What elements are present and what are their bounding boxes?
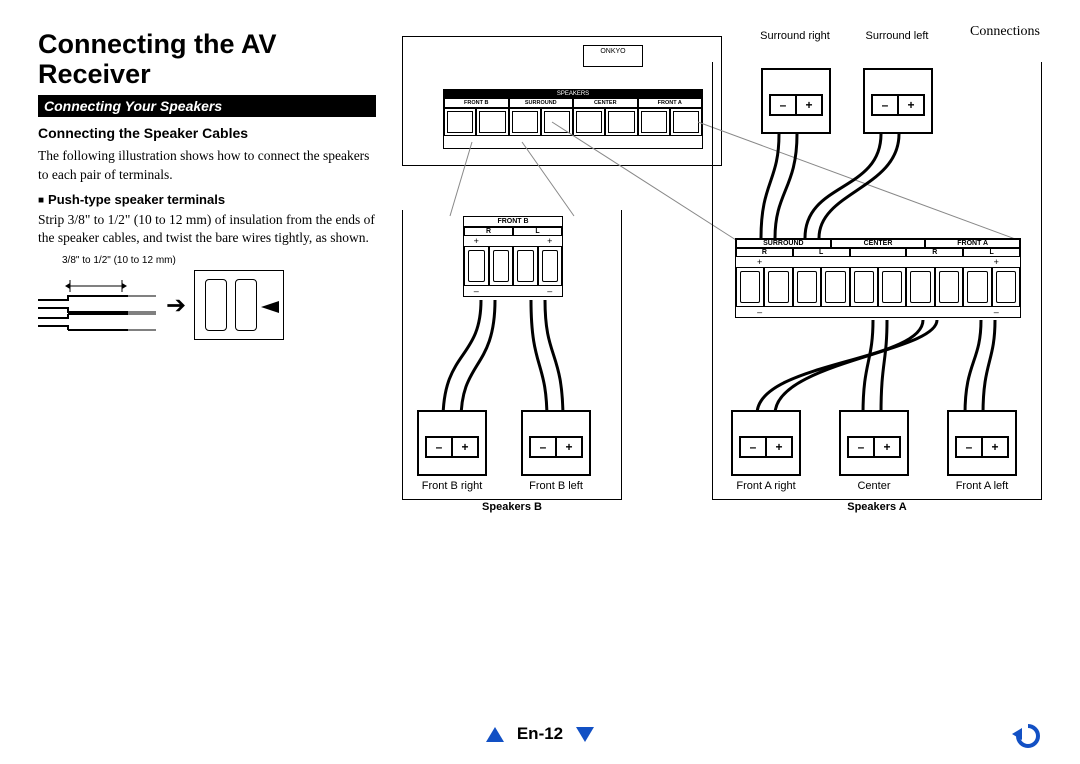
right-column: ONKYO SPEAKERS FRONT B SURROUND CENTER F… bbox=[402, 30, 1042, 510]
stripped-wire-icon bbox=[38, 278, 158, 332]
neg: – bbox=[740, 437, 766, 457]
speaker-frontb-right: –+ Front B right bbox=[417, 410, 487, 492]
strip-instructions: Strip 3/8" to 1/2" (10 to 12 mm) of insu… bbox=[38, 211, 376, 247]
hand-push-icon bbox=[261, 301, 279, 313]
label-fa-left: Front A left bbox=[947, 480, 1017, 492]
neg: – bbox=[426, 437, 452, 457]
pos: + bbox=[982, 437, 1008, 457]
speaker-frontb-left: –+ Front B left bbox=[521, 410, 591, 492]
square-bullet-icon: ■ bbox=[38, 195, 44, 206]
undo-icon[interactable] bbox=[1010, 722, 1040, 748]
nav-next-icon[interactable] bbox=[576, 727, 594, 742]
speaker-center: –+ Center bbox=[839, 410, 909, 492]
terminal-type-heading: ■ Push-type speaker terminals bbox=[38, 192, 376, 207]
receiver-terminal-strip: SPEAKERS FRONT B SURROUND CENTER FRONT A bbox=[443, 89, 703, 149]
label-fa-right: Front A right bbox=[731, 480, 801, 492]
subheading: Connecting the Speaker Cables bbox=[38, 125, 376, 141]
terminal-strip-header: SPEAKERS bbox=[444, 90, 702, 98]
label-fb-right: Front B right bbox=[417, 480, 487, 492]
connection-diagram: ONKYO SPEAKERS FRONT B SURROUND CENTER F… bbox=[402, 30, 1042, 510]
receiver-brand-plate: ONKYO bbox=[583, 45, 643, 67]
strip-label-center: CENTER bbox=[573, 98, 638, 108]
strip-label-surround: SURROUND bbox=[509, 98, 574, 108]
terminal-type-label: Push-type speaker terminals bbox=[48, 192, 225, 207]
speakers-a-caption: Speakers A bbox=[843, 501, 911, 513]
intro-text: The following illustration shows how to … bbox=[38, 147, 376, 183]
page-title: Connecting the AV Receiver bbox=[38, 30, 376, 89]
speakers-b-caption: Speakers B bbox=[478, 501, 546, 513]
pos: + bbox=[766, 437, 792, 457]
neg: – bbox=[848, 437, 874, 457]
strip-label-frontb: FRONT B bbox=[444, 98, 509, 108]
left-column: Connecting the AV Receiver Connecting Yo… bbox=[38, 30, 376, 510]
speaker-fronta-left: –+ Front A left bbox=[947, 410, 1017, 492]
speakers-b-group: FRONT B RL ++ –– –+ Front B right bbox=[402, 210, 622, 500]
strip-label-fronta: FRONT A bbox=[638, 98, 703, 108]
page-footer: En-12 bbox=[0, 724, 1080, 744]
neg: – bbox=[956, 437, 982, 457]
pos: + bbox=[556, 437, 582, 457]
label-surround-right: Surround right bbox=[760, 30, 830, 42]
label-fb-left: Front B left bbox=[521, 480, 591, 492]
nav-prev-icon[interactable] bbox=[486, 727, 504, 742]
pos: + bbox=[874, 437, 900, 457]
section-bar: Connecting Your Speakers bbox=[38, 95, 376, 117]
neg: – bbox=[530, 437, 556, 457]
speakers-a-group: –+ –+ SURROUND CENTER FRONT A RL RL bbox=[712, 62, 1042, 500]
arrow-right-icon: ➔ bbox=[166, 291, 186, 320]
page-number: En-12 bbox=[517, 724, 563, 743]
pos: + bbox=[452, 437, 478, 457]
label-surround-left: Surround left bbox=[862, 30, 932, 42]
label-center: Center bbox=[839, 480, 909, 492]
speaker-fronta-right: –+ Front A right bbox=[731, 410, 801, 492]
receiver-rear-panel: ONKYO SPEAKERS FRONT B SURROUND CENTER F… bbox=[402, 36, 722, 166]
push-terminal-illustration bbox=[194, 270, 284, 340]
strip-length-caption: 3/8" to 1/2" (10 to 12 mm) bbox=[62, 255, 376, 266]
wire-strip-diagram: 3/8" to 1/2" (10 to 12 mm) ➔ bbox=[38, 255, 376, 340]
